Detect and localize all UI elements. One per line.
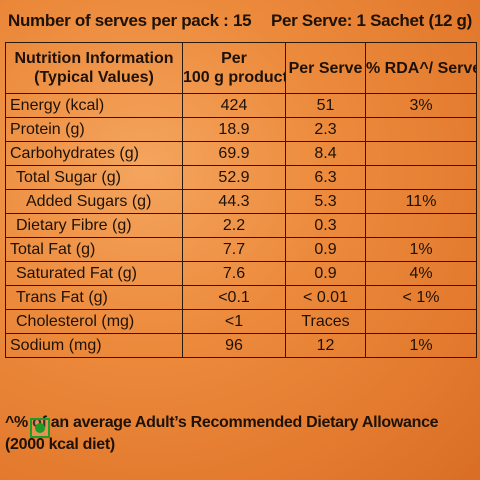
row-per100: 69.9 (182, 141, 286, 166)
row-label: Carbohydrates (g) (5, 141, 183, 166)
row-rda: 4% (365, 261, 477, 286)
veg-symbol-icon (30, 418, 50, 438)
row-rda (365, 165, 477, 190)
row-rda: 1% (365, 333, 477, 358)
footnote-line-2: (2000 kcal diet) (5, 436, 115, 453)
row-label: Added Sugars (g) (5, 189, 183, 214)
header-per-100g: Per 100 g product (182, 42, 286, 94)
pack-header: Number of serves per pack : 15 Per Serve… (0, 0, 480, 42)
row-rda: 3% (365, 93, 477, 118)
table-row: Sodium (mg) 96 12 1% (5, 333, 477, 358)
rda-footnote: ^% of an average Adult’s Recommended Die… (5, 412, 475, 456)
row-serve: Traces (285, 309, 366, 334)
row-label: Protein (g) (5, 117, 183, 142)
table-row: Energy (kcal) 424 51 3% (5, 93, 477, 118)
row-rda: < 1% (365, 285, 477, 310)
row-serve: 0.9 (285, 261, 366, 286)
row-per100: 424 (182, 93, 286, 118)
row-serve: < 0.01 (285, 285, 366, 310)
nutrition-table: Nutrition Information (Typical Values) P… (5, 42, 477, 358)
row-per100: <1 (182, 309, 286, 334)
table-row: Total Sugar (g) 52.9 6.3 (5, 165, 477, 190)
veg-dot (35, 423, 45, 433)
row-per100: 44.3 (182, 189, 286, 214)
table-row: Dietary Fibre (g) 2.2 0.3 (5, 213, 477, 238)
table-row: Carbohydrates (g) 69.9 8.4 (5, 141, 477, 166)
row-per100: 2.2 (182, 213, 286, 238)
row-per100: 7.6 (182, 261, 286, 286)
row-rda (365, 309, 477, 334)
row-serve: 2.3 (285, 117, 366, 142)
header-rda: % RDA^/ Serve (365, 42, 477, 94)
row-rda (365, 213, 477, 238)
row-rda: 11% (365, 189, 477, 214)
table-row: Saturated Fat (g) 7.6 0.9 4% (5, 261, 477, 286)
row-serve: 12 (285, 333, 366, 358)
table-row: Total Fat (g) 7.7 0.9 1% (5, 237, 477, 262)
row-rda (365, 141, 477, 166)
table-row: Cholesterol (mg) <1 Traces (5, 309, 477, 334)
row-label: Energy (kcal) (5, 93, 183, 118)
row-serve: 5.3 (285, 189, 366, 214)
row-label: Total Sugar (g) (5, 165, 183, 190)
footnote-line-1: ^% of an average Adult’s Recommended Die… (5, 414, 439, 431)
row-serve: 51 (285, 93, 366, 118)
table-header-row: Nutrition Information (Typical Values) P… (5, 42, 477, 94)
row-rda: 1% (365, 237, 477, 262)
header-nutrition-info: Nutrition Information (Typical Values) (5, 42, 183, 94)
row-label: Cholesterol (mg) (5, 309, 183, 334)
row-per100: 18.9 (182, 117, 286, 142)
row-label: Saturated Fat (g) (5, 261, 183, 286)
table-row: Trans Fat (g) <0.1 < 0.01 < 1% (5, 285, 477, 310)
row-serve: 8.4 (285, 141, 366, 166)
row-per100: 7.7 (182, 237, 286, 262)
row-rda (365, 117, 477, 142)
serves-per-pack: Number of serves per pack : 15 (8, 11, 252, 30)
per-serve-size: Per Serve: 1 Sachet (12 g) (270, 11, 472, 30)
header-per-serve: Per Serve (285, 42, 366, 94)
row-serve: 0.3 (285, 213, 366, 238)
row-label: Total Fat (g) (5, 237, 183, 262)
row-per100: 52.9 (182, 165, 286, 190)
row-label: Dietary Fibre (g) (5, 213, 183, 238)
row-label: Sodium (mg) (5, 333, 183, 358)
row-per100: <0.1 (182, 285, 286, 310)
row-label: Trans Fat (g) (5, 285, 183, 310)
row-serve: 6.3 (285, 165, 366, 190)
table-row: Added Sugars (g) 44.3 5.3 11% (5, 189, 477, 214)
row-per100: 96 (182, 333, 286, 358)
row-serve: 0.9 (285, 237, 366, 262)
table-row: Protein (g) 18.9 2.3 (5, 117, 477, 142)
